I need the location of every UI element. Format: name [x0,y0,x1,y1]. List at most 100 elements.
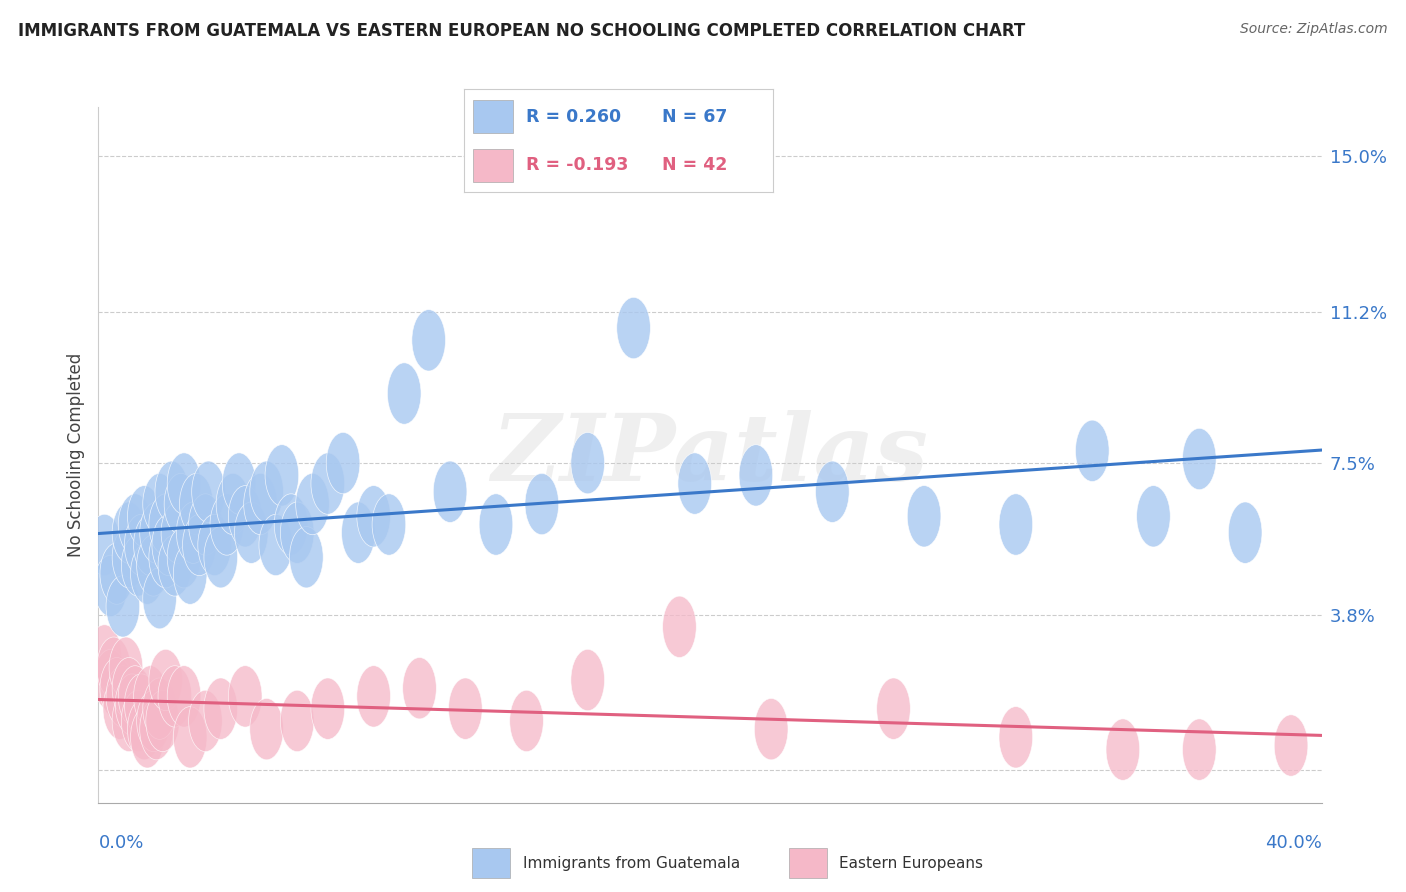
Ellipse shape [118,665,152,727]
Ellipse shape [103,678,136,739]
Ellipse shape [524,474,558,534]
Ellipse shape [877,678,910,739]
Ellipse shape [280,502,314,564]
Ellipse shape [94,649,128,711]
Ellipse shape [204,678,238,739]
Text: ZIPatlas: ZIPatlas [492,410,928,500]
Ellipse shape [243,474,277,534]
Text: Eastern Europeans: Eastern Europeans [839,855,983,871]
Text: N = 42: N = 42 [662,156,727,174]
Ellipse shape [167,453,201,515]
Bar [474,149,513,181]
Ellipse shape [143,474,176,534]
Ellipse shape [209,494,243,555]
Ellipse shape [217,474,250,534]
Ellipse shape [136,534,170,596]
Text: 40.0%: 40.0% [1265,834,1322,852]
Text: Source: ZipAtlas.com: Source: ZipAtlas.com [1240,22,1388,37]
Bar [474,101,513,133]
Ellipse shape [162,502,195,564]
Ellipse shape [228,485,262,547]
Ellipse shape [146,690,180,752]
Ellipse shape [1076,420,1109,482]
Ellipse shape [198,515,232,575]
Ellipse shape [204,526,238,588]
Ellipse shape [1000,706,1032,768]
Ellipse shape [149,526,183,588]
Ellipse shape [131,706,165,768]
Ellipse shape [235,502,269,564]
Ellipse shape [1274,714,1308,776]
Ellipse shape [1229,502,1263,564]
Ellipse shape [100,543,134,604]
Ellipse shape [110,637,143,698]
Ellipse shape [94,555,128,616]
Ellipse shape [357,485,391,547]
Ellipse shape [250,698,284,760]
Ellipse shape [326,433,360,494]
Ellipse shape [373,494,406,555]
Ellipse shape [139,698,173,760]
Ellipse shape [149,649,183,711]
Ellipse shape [112,502,146,564]
Text: 0.0%: 0.0% [98,834,143,852]
Ellipse shape [191,461,225,523]
Ellipse shape [357,665,391,727]
Bar [472,848,510,878]
Ellipse shape [250,461,284,523]
Bar [789,848,827,878]
Ellipse shape [87,624,121,686]
Ellipse shape [662,596,696,657]
Ellipse shape [155,461,188,523]
Ellipse shape [157,534,191,596]
Ellipse shape [136,690,170,752]
Ellipse shape [311,678,344,739]
Ellipse shape [180,474,214,534]
Ellipse shape [100,657,134,719]
Ellipse shape [907,485,941,547]
Ellipse shape [402,657,436,719]
Ellipse shape [167,665,201,727]
Ellipse shape [165,474,198,534]
Ellipse shape [173,706,207,768]
Ellipse shape [1136,485,1170,547]
Ellipse shape [134,515,167,575]
Ellipse shape [121,534,155,596]
Text: R = 0.260: R = 0.260 [526,108,621,126]
Ellipse shape [134,665,167,727]
Ellipse shape [143,567,176,629]
Ellipse shape [617,297,651,359]
Ellipse shape [449,678,482,739]
Ellipse shape [280,690,314,752]
Ellipse shape [173,543,207,604]
Ellipse shape [1107,719,1140,780]
Ellipse shape [176,502,209,564]
Ellipse shape [131,543,165,604]
Ellipse shape [1000,494,1032,555]
Ellipse shape [115,673,149,735]
Ellipse shape [118,494,152,555]
Ellipse shape [124,673,157,735]
Ellipse shape [128,485,162,547]
Ellipse shape [412,310,446,371]
Ellipse shape [571,433,605,494]
Ellipse shape [157,665,191,727]
Ellipse shape [167,526,201,588]
Ellipse shape [222,453,256,515]
Ellipse shape [274,494,308,555]
Ellipse shape [152,515,186,575]
Ellipse shape [259,515,292,575]
Ellipse shape [815,461,849,523]
Ellipse shape [105,665,139,727]
Ellipse shape [228,665,262,727]
Ellipse shape [112,657,146,719]
Ellipse shape [87,515,121,575]
Ellipse shape [121,690,155,752]
Text: IMMIGRANTS FROM GUATEMALA VS EASTERN EUROPEAN NO SCHOOLING COMPLETED CORRELATION: IMMIGRANTS FROM GUATEMALA VS EASTERN EUR… [18,22,1025,40]
Ellipse shape [755,698,787,760]
Ellipse shape [105,575,139,637]
Ellipse shape [740,445,773,506]
Ellipse shape [143,678,176,739]
Ellipse shape [678,453,711,515]
Ellipse shape [112,690,146,752]
